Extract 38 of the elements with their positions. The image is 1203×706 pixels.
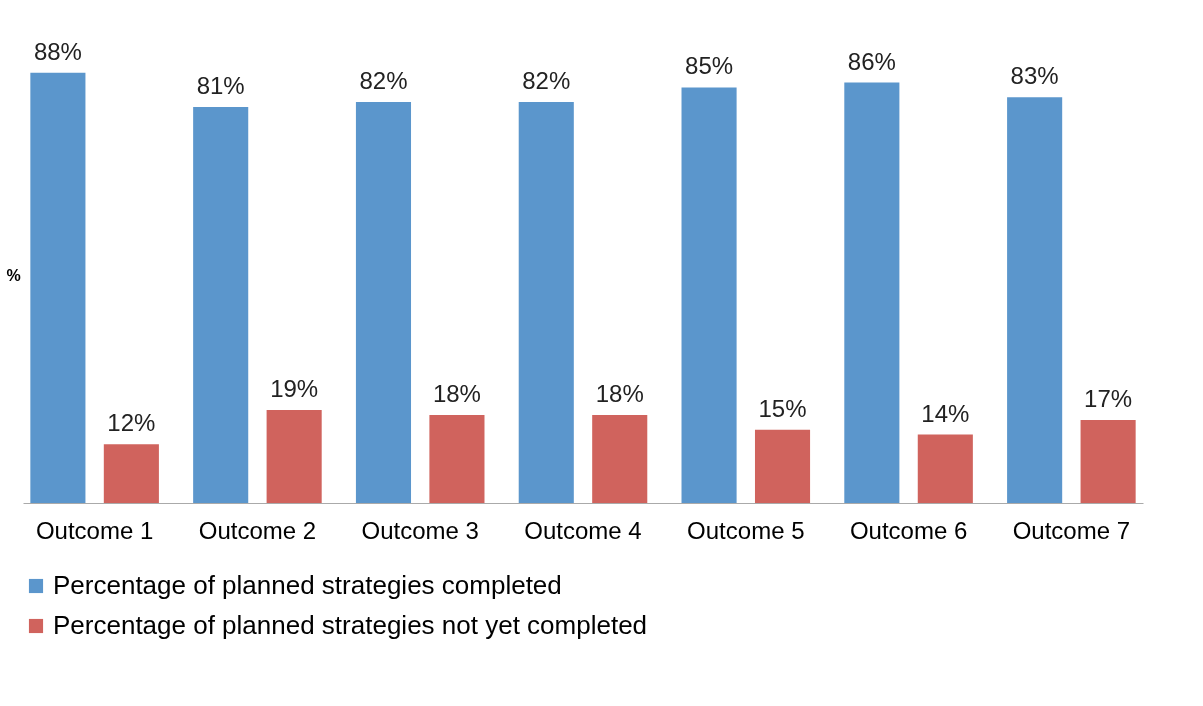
data-label: 14%: [921, 399, 970, 427]
data-label: 83%: [1010, 62, 1059, 90]
bar: [355, 102, 412, 503]
bar: [681, 87, 737, 503]
bar: [592, 415, 648, 503]
data-label: 17%: [1084, 384, 1133, 412]
bar: [429, 415, 485, 503]
bar: [103, 444, 159, 503]
legend-label: Percentage of planned strategies completed: [53, 570, 562, 600]
x-tick-label: Outcome 3: [361, 516, 479, 544]
data-label: 85%: [685, 52, 734, 80]
data-label: 12%: [107, 409, 156, 437]
bar: [844, 82, 900, 503]
data-label: 86%: [847, 47, 896, 75]
x-tick-label: Outcome 1: [35, 516, 154, 544]
bar: [518, 102, 574, 503]
x-tick-label: Outcome 4: [524, 516, 642, 544]
x-tick-label: Outcome 2: [198, 516, 317, 544]
bar: [193, 107, 249, 503]
data-label: 81%: [196, 72, 245, 99]
bar: [266, 410, 322, 503]
bar: [1007, 97, 1063, 503]
bar: [917, 434, 973, 503]
data-label: 88%: [33, 37, 82, 65]
x-tick-label: Outcome 7: [1012, 516, 1131, 544]
data-label: 18%: [595, 380, 644, 407]
data-label: 82%: [359, 67, 408, 95]
data-label: 15%: [758, 394, 807, 422]
data-label: 19%: [270, 375, 319, 403]
x-tick-label: Outcome 6: [849, 516, 968, 544]
data-label: 82%: [522, 67, 571, 95]
data-label: 18%: [432, 380, 481, 407]
bar: [754, 429, 811, 503]
y-axis-title: %: [6, 266, 21, 284]
legend-label: Percentage of planned strategies not yet completed: [53, 610, 648, 640]
bar: [30, 72, 86, 503]
bar: [1080, 419, 1136, 503]
x-tick-label: Outcome 5: [687, 516, 805, 544]
